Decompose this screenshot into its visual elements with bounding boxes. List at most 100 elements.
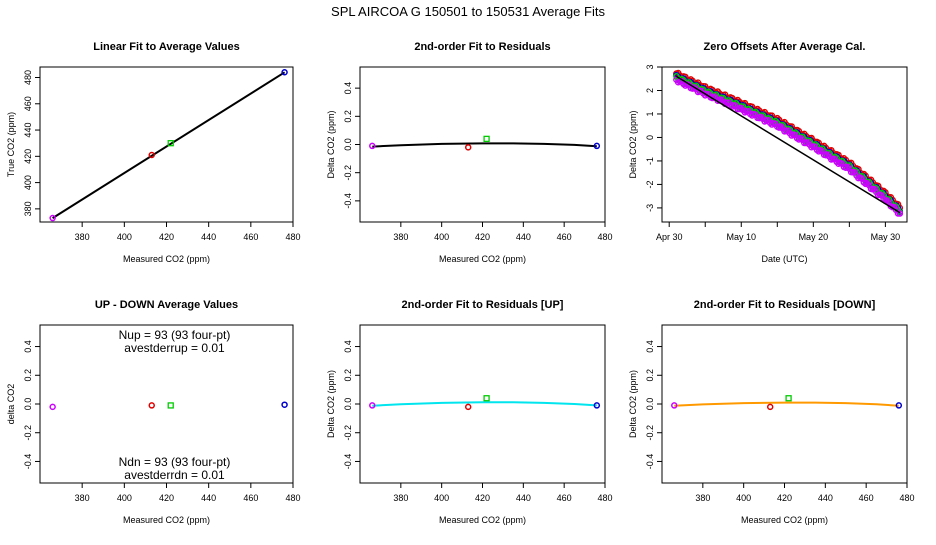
data-point <box>593 142 601 150</box>
fit-line <box>676 75 901 214</box>
data-point <box>892 206 900 214</box>
data-point <box>369 142 376 150</box>
chart-title: 2nd-order Fit to Residuals <box>414 41 550 53</box>
y-tick-label: 0.4 <box>343 82 353 95</box>
x-tick-label: Apr 30 <box>656 232 683 242</box>
plot-frame <box>661 66 908 223</box>
annotation-avestderrup: avestderrup = 0.01 <box>124 341 225 355</box>
series-purple <box>673 76 904 217</box>
data-point <box>785 395 792 402</box>
y-tick-label: 0.2 <box>343 369 353 382</box>
x-tick-label: 380 <box>75 232 90 242</box>
x-tick-label: 380 <box>695 493 710 503</box>
panel-down: 2nd-order Fit to Residuals [DOWN] 380 400 4… <box>628 299 915 525</box>
data-point <box>483 395 490 402</box>
data-point <box>483 135 490 143</box>
y-axis-label: Delta CO2 (ppm) <box>628 370 638 438</box>
y-tick-label: 0.2 <box>23 369 33 382</box>
x-tick-label: 480 <box>285 232 300 242</box>
x-tick-label: 460 <box>243 232 258 242</box>
fit-curve <box>372 401 597 407</box>
x-tick-label: 460 <box>243 493 258 503</box>
panel-up: 2nd-order Fit to Residuals [UP] 380 400 420… <box>326 299 613 525</box>
chart-title: Linear Fit to Average Values <box>93 41 240 53</box>
x-tick-label: 420 <box>159 232 174 242</box>
y-tick-label: -0.2 <box>343 165 353 181</box>
data-point <box>671 402 678 409</box>
page-title: SPL AIRCOA G 150501 to 150531 Average Fi… <box>331 4 605 19</box>
x-tick-label: 400 <box>117 232 132 242</box>
panel-resid: 2nd-order Fit to Residuals 380 400 420 440 46… <box>326 41 613 264</box>
data-point <box>281 69 288 76</box>
x-tick-label: 380 <box>393 493 408 503</box>
x-tick-label: 480 <box>597 493 612 503</box>
y-axis-label: delta CO2 <box>6 384 16 425</box>
data-point <box>896 210 904 217</box>
fit-curve <box>372 142 597 148</box>
data-point <box>49 403 56 411</box>
chart-title: Zero Offsets After Average Cal. <box>704 41 866 53</box>
y-tick-label: -0.4 <box>645 454 655 470</box>
x-tick-label: 420 <box>777 493 792 503</box>
panels: Linear Fit to Average Values 380 400 420 440… <box>6 41 915 525</box>
data-point <box>464 403 472 411</box>
y-tick-label: 480 <box>23 70 33 85</box>
y-tick-label: -0.4 <box>23 454 33 470</box>
x-tick-label: 380 <box>75 493 90 503</box>
chart-title: UP - DOWN Average Values <box>95 299 238 311</box>
data-point <box>851 168 859 176</box>
x-tick-label: 420 <box>475 232 490 242</box>
x-tick-label: 400 <box>434 232 449 242</box>
y-tick-label: -1 <box>645 157 655 165</box>
data-point <box>766 403 774 411</box>
y-tick-label: 0.2 <box>645 369 655 382</box>
data-point <box>281 401 288 408</box>
y-axis-label: Delta CO2 (ppm) <box>628 110 638 178</box>
x-tick-label: 420 <box>159 493 174 503</box>
y-tick-label: 0.0 <box>645 398 655 411</box>
x-tick-label: 460 <box>859 493 874 503</box>
data-point <box>167 140 174 147</box>
x-tick-label: 460 <box>557 493 572 503</box>
panel-zero: Zero Offsets After Average Cal. Apr 30 May… <box>628 41 908 264</box>
x-tick-label: May 10 <box>727 232 757 242</box>
y-tick-label: 0.0 <box>23 398 33 411</box>
x-tick-label: 440 <box>818 493 833 503</box>
y-tick-label: 0.0 <box>343 138 353 151</box>
chart-title: 2nd-order Fit to Residuals [UP] <box>402 299 564 311</box>
data-point <box>369 402 376 409</box>
x-tick-label: 440 <box>201 232 216 242</box>
y-tick-label: 460 <box>23 96 33 111</box>
y-tick-label: -0.2 <box>23 425 33 441</box>
y-axis-label: Delta CO2 (ppm) <box>326 370 336 438</box>
x-tick-label: 480 <box>597 232 612 242</box>
x-tick-label: May 20 <box>799 232 829 242</box>
x-axis-label: Measured CO2 (ppm) <box>741 515 828 525</box>
y-tick-label: 0.4 <box>645 340 655 353</box>
y-tick-label: 380 <box>23 201 33 216</box>
x-axis-label: Measured CO2 (ppm) <box>439 515 526 525</box>
y-tick-label: 400 <box>23 175 33 190</box>
y-tick-label: 0.4 <box>343 340 353 353</box>
x-tick-label: May 30 <box>871 232 901 242</box>
panel-linear: Linear Fit to Average Values 380 400 420 440… <box>6 41 301 264</box>
y-tick-label: 3 <box>645 64 655 69</box>
x-axis-label: Date (UTC) <box>761 254 807 264</box>
x-tick-label: 440 <box>201 493 216 503</box>
y-tick-label: 0.4 <box>23 340 33 353</box>
x-axis-label: Measured CO2 (ppm) <box>123 515 210 525</box>
x-axis-label: Measured CO2 (ppm) <box>439 254 526 264</box>
data-point <box>895 402 903 409</box>
y-tick-label: 0.2 <box>343 110 353 123</box>
y-tick-label: -2 <box>645 180 655 188</box>
x-tick-label: 480 <box>899 493 914 503</box>
data-point <box>167 402 174 409</box>
y-tick-label: 440 <box>23 123 33 138</box>
data-point <box>148 402 155 409</box>
x-axis-label: Measured CO2 (ppm) <box>123 254 210 264</box>
data-point <box>593 402 601 409</box>
panel-updown: UP - DOWN Average Values 380 400 420 440 460 4… <box>6 299 301 525</box>
x-tick-label: 480 <box>285 493 300 503</box>
y-tick-label: -0.2 <box>645 425 655 441</box>
